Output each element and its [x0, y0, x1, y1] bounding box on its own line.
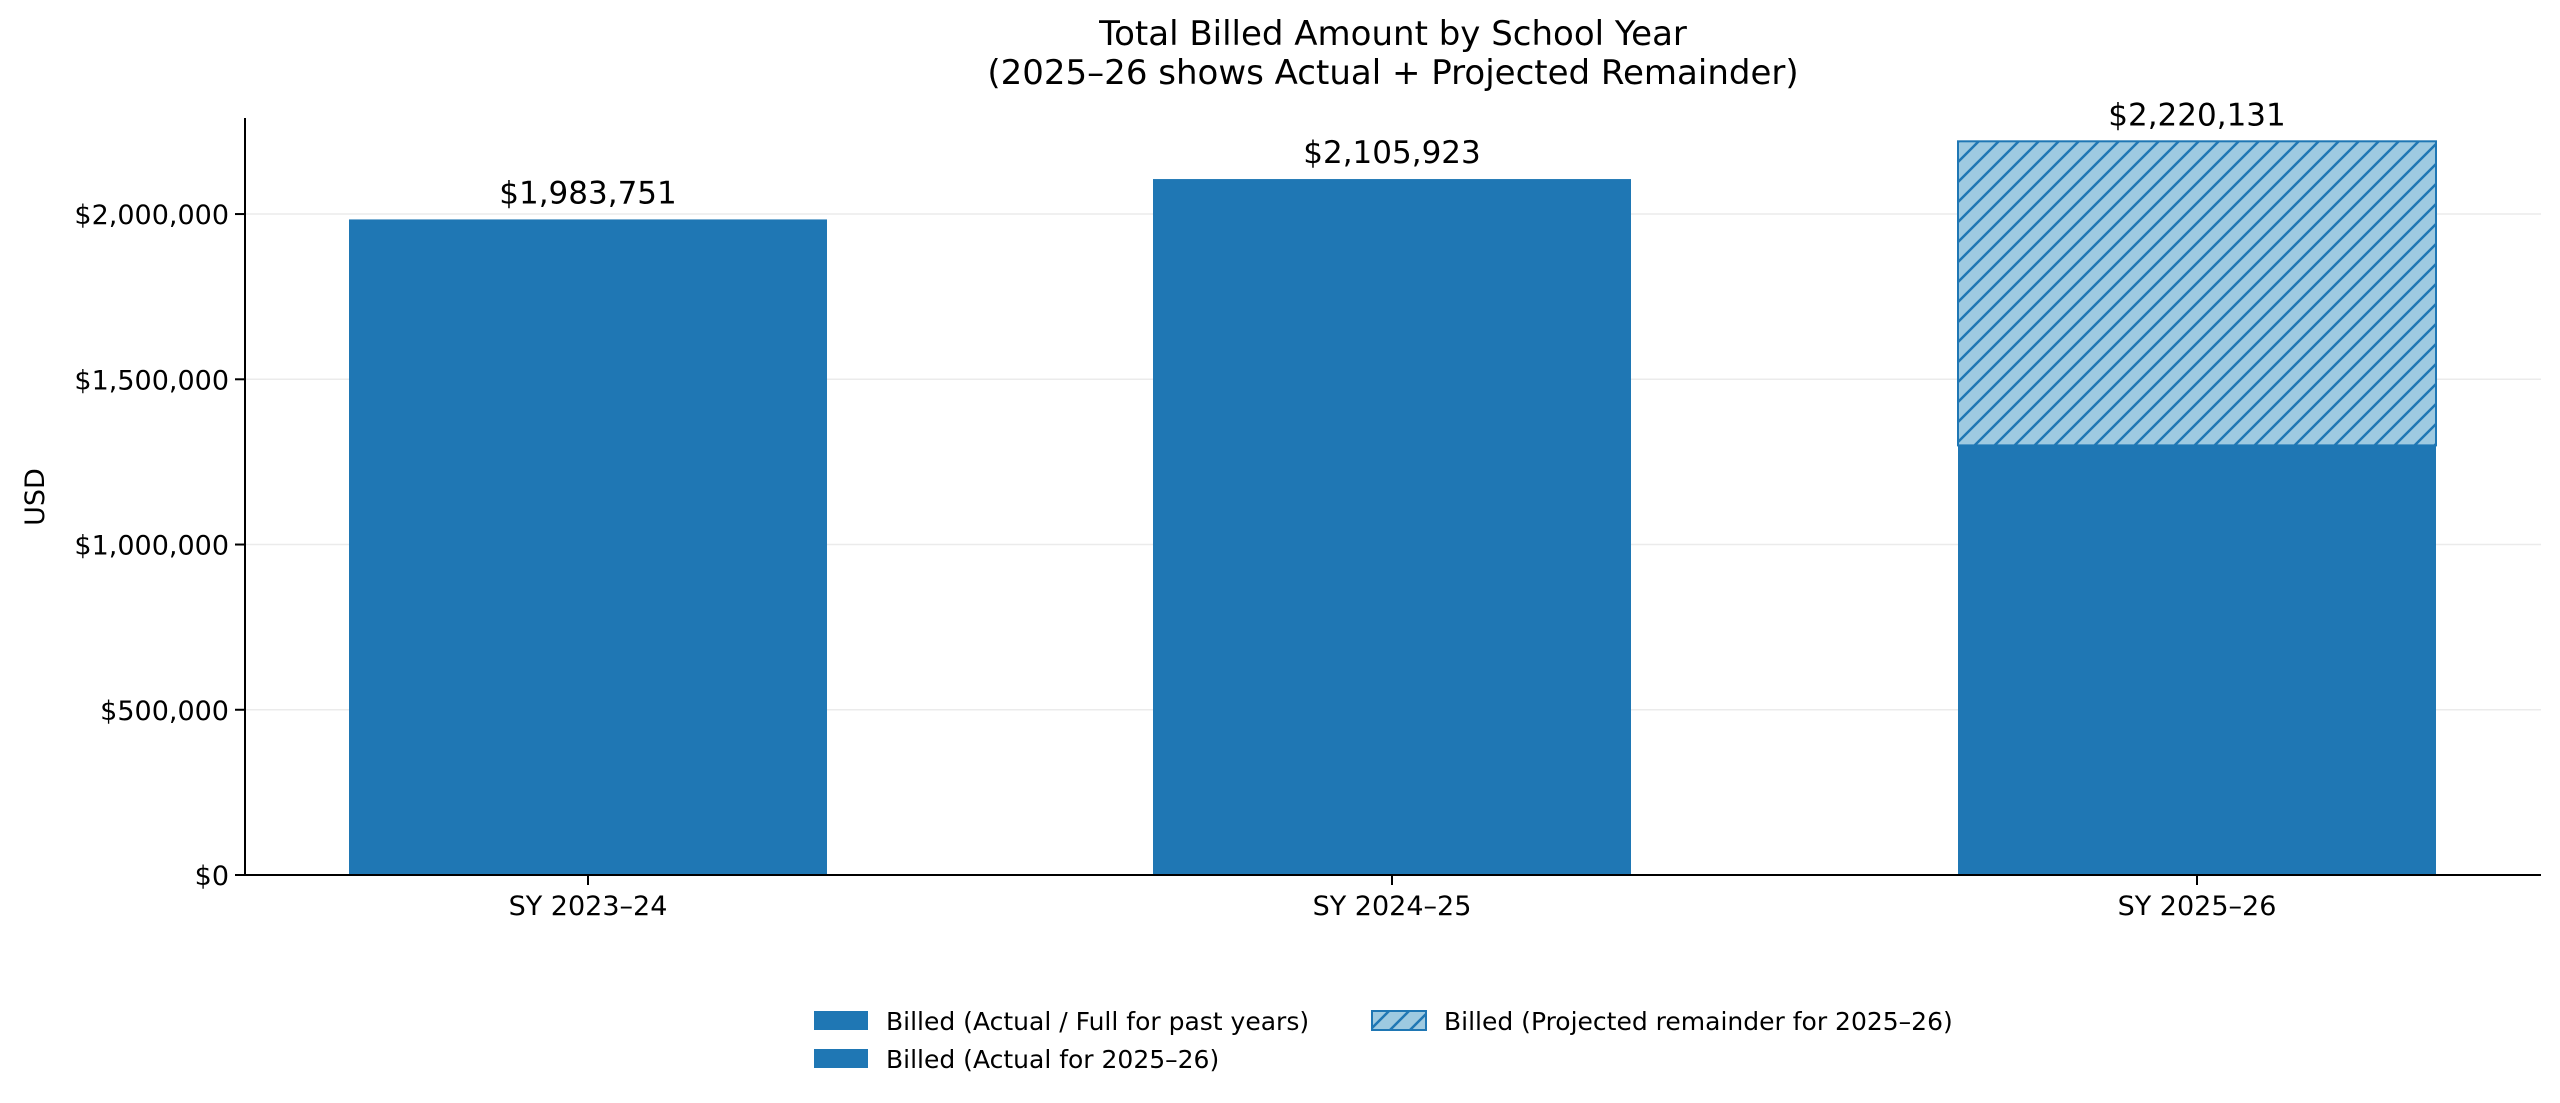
y-axis-ticks: $0 $500,000 $1,000,000 $1,500,000 $2,000,000: [74, 200, 245, 892]
legend-swatch: [1371, 1010, 1427, 1031]
legend-swatch: [814, 1011, 868, 1030]
x-axis-ticks: SY 2023–24 SY 2024–25 SY 2025–26: [509, 875, 2277, 922]
legend: Billed (Actual / Full for past years) Bil…: [814, 1007, 1953, 1074]
x-tick-label: SY 2025–26: [2118, 891, 2277, 922]
y-tick-label: $2,000,000: [74, 200, 229, 231]
total-label: $2,220,131: [2108, 97, 2286, 133]
total-label: $2,105,923: [1303, 135, 1481, 171]
y-tick-label: $1,000,000: [74, 531, 229, 562]
x-tick-label: SY 2023–24: [509, 891, 668, 922]
bar-segment: [1153, 179, 1631, 875]
legend-entry-label: Billed (Projected remainder for 2025–26): [1444, 1007, 1953, 1036]
legend-entry-label: Billed (Actual for 2025–26): [886, 1045, 1219, 1074]
y-axis-label: USD: [20, 468, 51, 526]
bar-segment: [1957, 140, 2437, 447]
x-tick-label: SY 2024–25: [1313, 891, 1472, 922]
y-tick-label: $1,500,000: [74, 365, 229, 396]
chart-subtitle: (2025–26 shows Actual + Projected Remain…: [987, 53, 1798, 93]
legend-swatch: [814, 1049, 868, 1068]
bar-segment: [349, 219, 827, 875]
bars: [349, 140, 2437, 875]
total-label: $1,983,751: [499, 175, 677, 211]
bar-segment: [1958, 445, 2436, 875]
data-labels: $1,983,751 $2,105,923 $2,220,131: [499, 97, 2286, 211]
y-tick-label: $500,000: [100, 696, 229, 727]
legend-entry-label: Billed (Actual / Full for past years): [886, 1007, 1309, 1036]
y-tick-label: $0: [195, 861, 229, 892]
chart-title: Total Billed Amount by School Year: [1098, 14, 1687, 54]
